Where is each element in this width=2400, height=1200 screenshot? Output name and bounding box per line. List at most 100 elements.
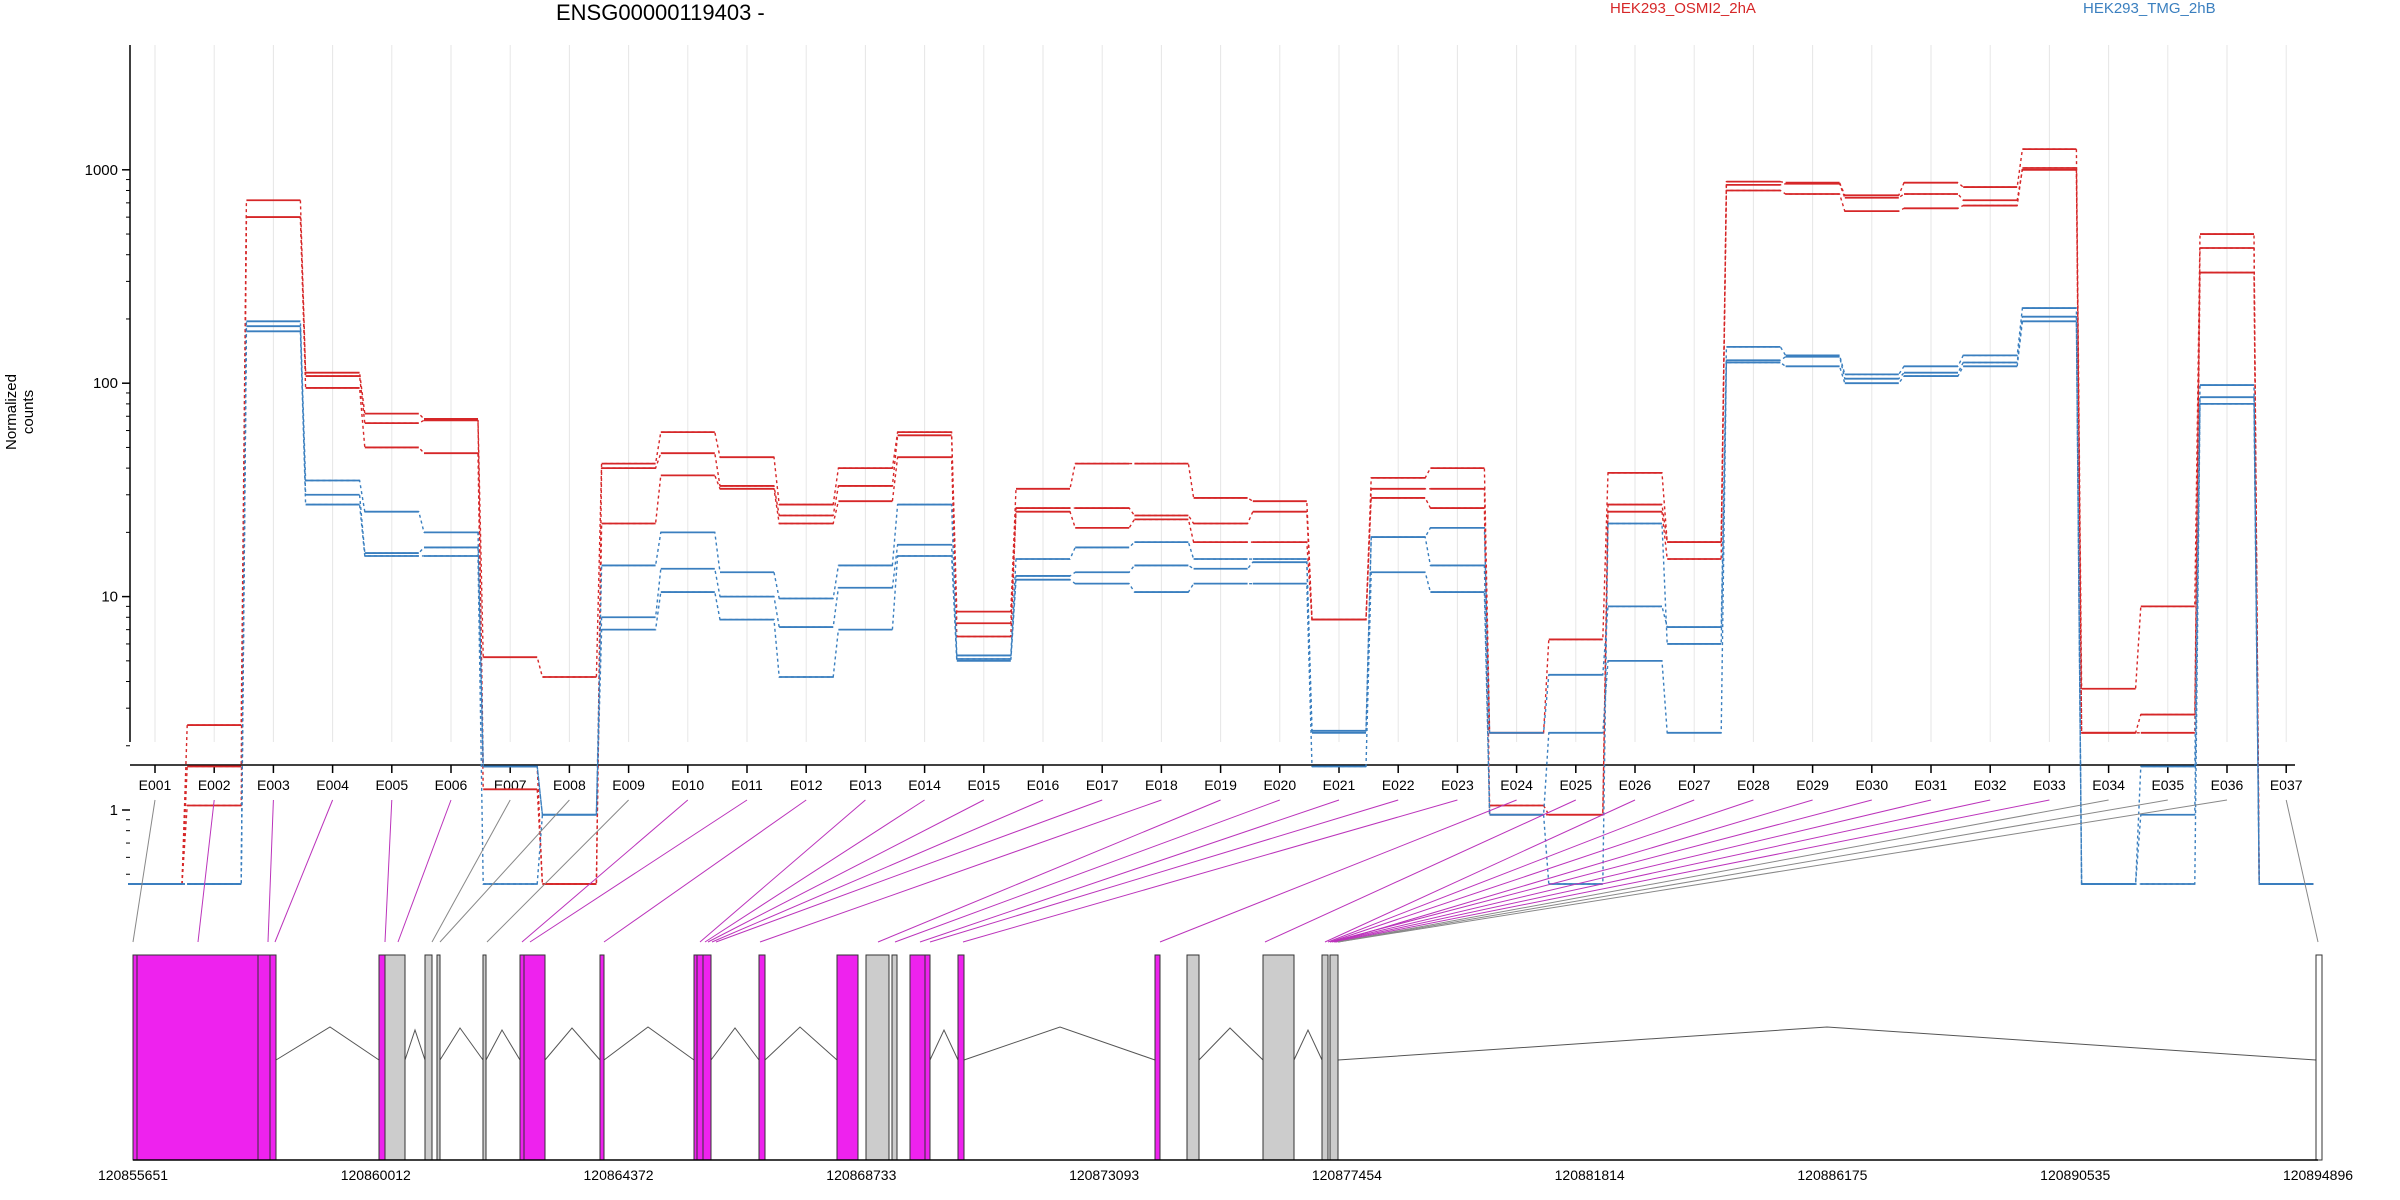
series-line xyxy=(128,315,2314,885)
exon-connector xyxy=(1264,799,1577,943)
series-line xyxy=(128,320,2314,885)
x-tick-label: E008 xyxy=(553,777,586,793)
genomic-tick-label: 120877454 xyxy=(1312,1167,1382,1183)
x-tick-label: E009 xyxy=(612,777,645,793)
exon-connector xyxy=(197,799,215,943)
exon-box xyxy=(523,954,546,1161)
x-tick-label: E004 xyxy=(316,777,349,793)
x-tick-label: E018 xyxy=(1145,777,1178,793)
exon-connector xyxy=(529,799,748,943)
x-tick-label: E016 xyxy=(1027,777,1060,793)
exon-connector xyxy=(715,799,1103,943)
x-tick-label: E011 xyxy=(731,777,763,793)
exon-connector xyxy=(919,799,1340,943)
exon-connector xyxy=(521,799,689,943)
genomic-tick-label: 120860012 xyxy=(341,1167,411,1183)
x-tick-label: E001 xyxy=(139,777,172,793)
exon-connector xyxy=(1337,799,2168,943)
exon-connector xyxy=(1335,799,2050,943)
series-line xyxy=(128,307,2314,885)
genomic-tick-label: 120855651 xyxy=(98,1167,168,1183)
exon-connector xyxy=(397,799,452,943)
exon-connector xyxy=(704,799,925,943)
exon-connector xyxy=(1337,799,2109,943)
genomic-tick-label: 120868733 xyxy=(826,1167,896,1183)
x-tick-label: E026 xyxy=(1619,777,1652,793)
exon-connector xyxy=(1329,799,1754,943)
x-tick-label: E037 xyxy=(2270,777,2303,793)
exon-connector xyxy=(1159,799,1517,943)
exon-connector xyxy=(384,799,393,943)
x-tick-label: E014 xyxy=(908,777,941,793)
exon-connector xyxy=(1327,799,1695,943)
x-tick-label: E036 xyxy=(2211,777,2244,793)
x-tick-label: E032 xyxy=(1974,777,2007,793)
exon-connector xyxy=(877,799,1221,943)
exon-connector xyxy=(711,799,1044,943)
exon-box xyxy=(269,954,277,1161)
exon-connector xyxy=(431,799,511,943)
exon-box xyxy=(836,954,859,1161)
exon-connector xyxy=(699,799,866,943)
x-tick-label: E024 xyxy=(1500,777,1533,793)
x-tick-label: E034 xyxy=(2092,777,2125,793)
exon-box xyxy=(1321,954,1329,1161)
exon-box xyxy=(1262,954,1295,1161)
exon-connector xyxy=(1333,799,1991,943)
exon-box xyxy=(132,954,138,1161)
exon-connector xyxy=(929,799,1399,943)
exon-box xyxy=(436,954,441,1161)
exon-box xyxy=(1186,954,1200,1161)
exon-connector xyxy=(132,799,156,943)
exon-connector xyxy=(486,799,629,943)
exon-box xyxy=(599,954,605,1161)
exon-connector xyxy=(439,799,570,943)
exon-box xyxy=(1329,954,1339,1161)
exon-box xyxy=(378,954,386,1161)
x-tick-label: E002 xyxy=(198,777,231,793)
exon-connector xyxy=(1329,799,1872,943)
genomic-tick-label: 120873093 xyxy=(1069,1167,1139,1183)
y-tick-label: 1000 xyxy=(85,162,118,179)
exon-box xyxy=(2315,954,2323,1161)
exon-connector xyxy=(274,799,334,943)
exon-connector xyxy=(2285,799,2319,943)
x-tick-label: E010 xyxy=(671,777,704,793)
intron-line xyxy=(275,1026,2317,1061)
x-tick-label: E029 xyxy=(1796,777,1829,793)
legend-entry-osmi2: HEK293_OSMI2_2hA xyxy=(1610,0,1756,17)
exon-box xyxy=(384,954,406,1161)
x-tick-label: E013 xyxy=(849,777,882,793)
x-tick-label: E003 xyxy=(257,777,290,793)
y-tick-label: 100 xyxy=(93,375,118,392)
x-tick-label: E015 xyxy=(967,777,1000,793)
exon-box xyxy=(424,954,433,1161)
exon-connector xyxy=(1324,799,1636,943)
genomic-tick-label: 120894896 xyxy=(2283,1167,2353,1183)
x-tick-label: E019 xyxy=(1204,777,1237,793)
exon-box xyxy=(758,954,766,1161)
x-tick-label: E022 xyxy=(1382,777,1415,793)
genomic-tick-label: 120890535 xyxy=(2040,1167,2110,1183)
exon-connector xyxy=(1334,799,1813,943)
exon-connector xyxy=(759,799,1162,943)
exon-connector xyxy=(894,799,1280,943)
exon-connector xyxy=(962,799,1458,943)
series-line xyxy=(128,148,2314,885)
x-tick-label: E035 xyxy=(2151,777,2184,793)
x-tick-label: E023 xyxy=(1441,777,1474,793)
exon-box xyxy=(957,954,965,1161)
exon-box xyxy=(136,954,259,1161)
x-tick-label: E025 xyxy=(1559,777,1592,793)
exon-connector xyxy=(267,799,274,943)
exon-box xyxy=(865,954,890,1161)
exon-connector xyxy=(603,799,807,943)
exon-box xyxy=(696,954,704,1161)
x-tick-label: E017 xyxy=(1086,777,1119,793)
series-4 xyxy=(128,307,2314,885)
x-tick-label: E033 xyxy=(2033,777,2066,793)
y-tick-label: 1 xyxy=(110,802,118,819)
exon-box xyxy=(924,954,931,1161)
exon-box xyxy=(482,954,487,1161)
